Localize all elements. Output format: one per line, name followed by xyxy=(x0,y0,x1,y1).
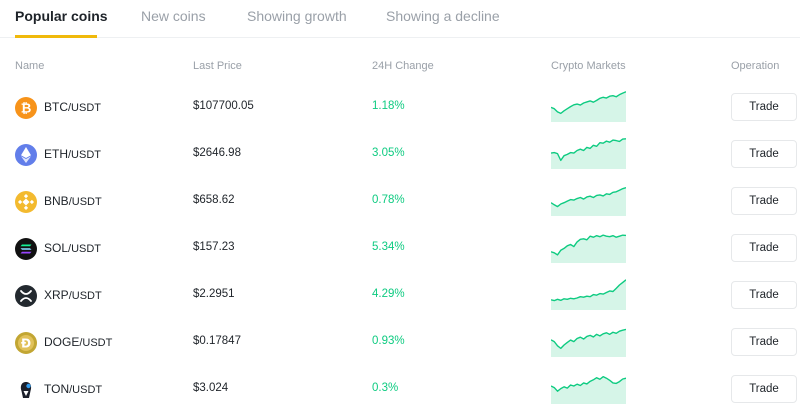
last-price: $107700.05 xyxy=(193,100,254,112)
tab-showing-growth[interactable]: Showing growth xyxy=(247,8,347,24)
sparkline-line xyxy=(551,91,626,115)
last-price: $2646.98 xyxy=(193,147,241,159)
sparkline-chart xyxy=(551,279,626,310)
trade-button[interactable]: Trade xyxy=(731,140,797,168)
table-row[interactable]: ₿ BTC/USDT $107700.05 1.18% Trade xyxy=(0,85,800,132)
pair-label: SOL/USDT xyxy=(44,241,101,255)
pair-label: XRP/USDT xyxy=(44,288,102,302)
column-header-operation: Operation xyxy=(731,60,780,72)
ethereum-icon xyxy=(15,144,37,166)
active-tab-indicator xyxy=(15,35,97,38)
trade-button[interactable]: Trade xyxy=(731,234,797,262)
table-row[interactable]: SOL/USDT $157.23 5.34% Trade xyxy=(0,226,800,273)
base-symbol: XRP xyxy=(44,288,69,302)
column-header-name: Name xyxy=(15,60,45,72)
table-row[interactable]: XRP/USDT $2.2951 4.29% Trade xyxy=(0,273,800,320)
pair-label: DOGE/USDT xyxy=(44,335,112,349)
sparkline-chart xyxy=(551,234,626,263)
sparkline-chart xyxy=(551,138,626,169)
change-24h: 3.05% xyxy=(372,147,405,159)
column-header-last-price: Last Price xyxy=(193,60,242,72)
sparkline-line xyxy=(551,186,626,208)
pair-label: TON/USDT xyxy=(44,382,102,396)
base-symbol: BNB xyxy=(44,194,69,208)
base-symbol: TON xyxy=(44,382,70,396)
solana-icon xyxy=(15,238,37,260)
base-symbol: SOL xyxy=(44,241,69,255)
quote-symbol: /USDT xyxy=(79,337,113,349)
tab-popular-coins[interactable]: Popular coins xyxy=(15,8,108,24)
change-24h: 5.34% xyxy=(372,241,405,253)
sparkline-line xyxy=(551,234,626,256)
market-tabs: Popular coins New coins Showing growth S… xyxy=(0,0,800,38)
base-symbol: ETH xyxy=(44,147,68,161)
base-symbol: DOGE xyxy=(44,335,80,349)
trade-button[interactable]: Trade xyxy=(731,375,797,403)
change-24h: 0.78% xyxy=(372,194,405,206)
change-24h: 4.29% xyxy=(372,288,405,300)
sparkline-chart xyxy=(551,328,626,357)
last-price: $3.024 xyxy=(193,382,229,394)
pair-label: ETH/USDT xyxy=(44,147,101,161)
quote-symbol: /USDT xyxy=(68,290,102,302)
sparkline-area xyxy=(551,329,626,357)
sparkline-area xyxy=(551,235,626,263)
last-price: $0.17847 xyxy=(193,335,241,347)
quote-symbol: /USDT xyxy=(68,243,102,255)
sparkline-chart xyxy=(551,375,626,404)
column-header-24h-change: 24H Change xyxy=(372,60,434,72)
pair-label: BNB/USDT xyxy=(44,194,102,208)
sparkline-area xyxy=(551,279,626,310)
change-24h: 0.93% xyxy=(372,335,405,347)
sparkline-line xyxy=(551,279,626,302)
table-row[interactable]: TON/USDT $3.024 0.3% Trade xyxy=(0,367,800,414)
quote-symbol: /USDT xyxy=(68,196,102,208)
quote-symbol: /USDT xyxy=(68,149,101,161)
table-row[interactable]: ETH/USDT $2646.98 3.05% Trade xyxy=(0,132,800,179)
pair-label: BTC/USDT xyxy=(44,100,101,114)
xrp-icon xyxy=(15,285,37,307)
sparkline-area xyxy=(551,91,626,122)
svg-text:₿: ₿ xyxy=(21,102,32,117)
quote-symbol: /USDT xyxy=(69,384,103,396)
toncoin-icon xyxy=(15,379,37,401)
sparkline-area xyxy=(551,138,626,169)
sparkline-line xyxy=(551,375,626,392)
table-row[interactable]: Ð DOGE/USDT $0.17847 0.93% Trade xyxy=(0,320,800,367)
sparkline-chart xyxy=(551,186,626,216)
bitcoin-icon: ₿ xyxy=(15,97,37,119)
change-24h: 1.18% xyxy=(372,100,405,112)
change-24h: 0.3% xyxy=(372,382,399,394)
base-symbol: BTC xyxy=(44,100,68,114)
tab-new-coins[interactable]: New coins xyxy=(141,8,206,24)
last-price: $658.62 xyxy=(193,194,235,206)
dogecoin-icon: Ð xyxy=(15,332,37,354)
trade-button[interactable]: Trade xyxy=(731,281,797,309)
last-price: $2.2951 xyxy=(193,288,235,300)
trade-button[interactable]: Trade xyxy=(731,328,797,356)
svg-text:Ð: Ð xyxy=(21,336,31,350)
tab-showing-decline[interactable]: Showing a decline xyxy=(386,8,500,24)
sparkline-line xyxy=(551,328,626,350)
sparkline-area xyxy=(551,376,626,404)
sparkline-area xyxy=(551,187,626,216)
trade-button[interactable]: Trade xyxy=(731,93,797,121)
column-header-crypto-markets: Crypto Markets xyxy=(551,60,626,72)
quote-symbol: /USDT xyxy=(68,102,101,114)
last-price: $157.23 xyxy=(193,241,235,253)
sparkline-chart xyxy=(551,91,626,122)
bnb-icon xyxy=(15,191,37,213)
table-row[interactable]: BNB/USDT $658.62 0.78% Trade xyxy=(0,179,800,226)
trade-button[interactable]: Trade xyxy=(731,187,797,215)
sparkline-line xyxy=(551,138,626,162)
